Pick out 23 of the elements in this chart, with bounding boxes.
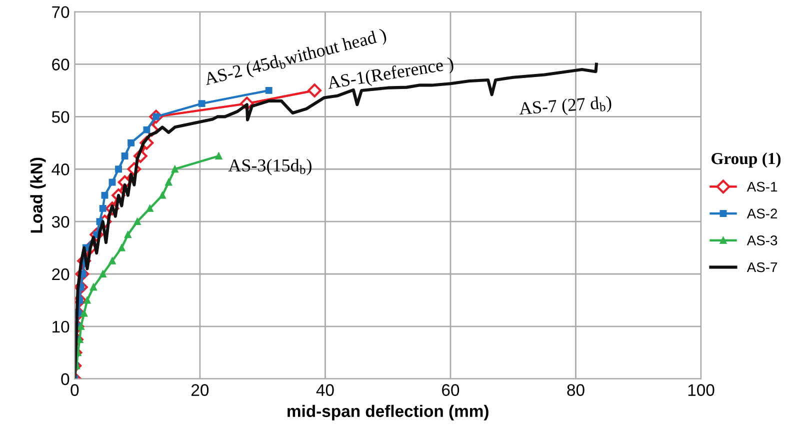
legend-label: AS-1 (746, 182, 778, 192)
legend-label: AS-7 (746, 262, 778, 272)
y-tick-label: 0 (61, 373, 70, 386)
legend-title: Group (1) (712, 152, 781, 168)
legend-label: AS-3 (746, 236, 778, 246)
y-tick-label: 50 (52, 111, 70, 123)
annotation: AS-3(15d$_{b}$) (228, 158, 312, 176)
x-tick-label: 0 (70, 384, 79, 396)
x-axis-title: mid-span deflection (mm) (288, 404, 488, 420)
x-tick-label: 20 (192, 384, 209, 396)
y-tick-label: 30 (52, 216, 70, 228)
y-axis-title: Load (kN) (30, 158, 46, 233)
x-tick-label: 80 (567, 384, 584, 396)
x-tick-label: 40 (316, 384, 334, 396)
annotation: AS-7 (27 d$_{b}$) (518, 96, 612, 118)
x-tick-label: 60 (442, 384, 460, 396)
y-tick-label: 60 (52, 58, 70, 70)
x-tick-label: 100 (688, 384, 714, 396)
y-tick-label: 70 (52, 6, 70, 18)
y-tick-label: 10 (52, 320, 70, 333)
y-tick-label: 40 (52, 164, 70, 176)
y-tick-label: 20 (52, 268, 70, 280)
legend-label: AS-2 (746, 208, 778, 219)
